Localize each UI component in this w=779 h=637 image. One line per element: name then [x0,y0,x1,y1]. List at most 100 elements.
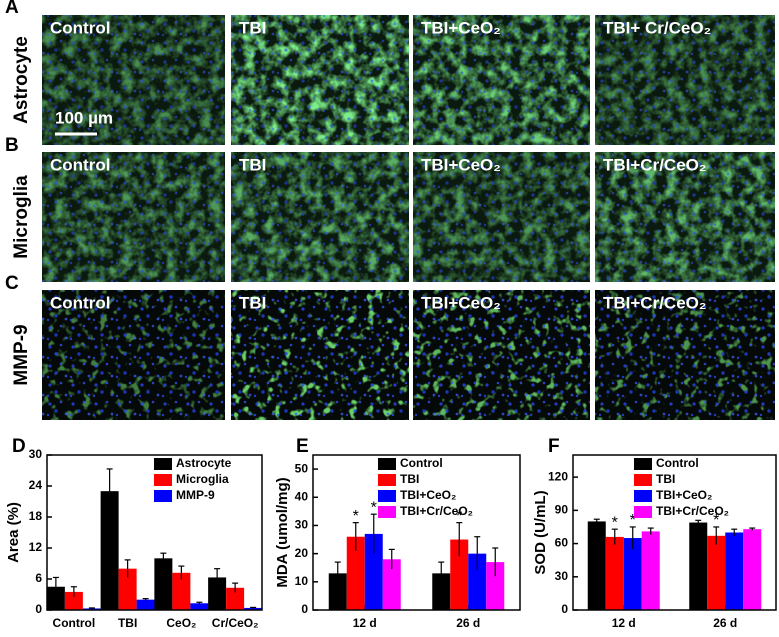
panel-letter: E [296,436,309,457]
legend-label: TBI [400,472,419,486]
error-bar [124,559,131,578]
legend-swatch [154,474,172,486]
image-label: TBI+CeO₂ [421,293,501,312]
image-label: TBI [239,293,266,312]
bar [100,491,119,610]
error-bar [106,468,113,514]
error-bar [749,527,756,531]
y-axis-title: SOD (U/mL) [532,490,549,574]
error-bar [695,519,702,525]
x-tick-label: 12 d [353,616,377,630]
micrograph-nuclei [595,152,775,282]
bar [172,572,191,610]
image-label: TBI+ Cr/CeO₂ [603,18,711,37]
y-tick-label: 90 [555,503,569,517]
error-bar [142,598,149,601]
bar [725,532,744,610]
x-tick-label: 26 d [456,616,480,630]
bar [154,558,173,610]
bar [432,573,451,610]
image-label: TBI+CeO₂ [421,18,501,37]
legend-swatch [634,474,652,486]
micrograph-nuclei [595,15,775,145]
y-tick-label: 60 [555,536,569,550]
x-tick-label: Control [53,616,96,630]
y-tick-label: 40 [295,489,309,503]
error-bar [713,526,720,545]
x-tick-label: TBI [118,616,137,630]
bar [605,536,624,610]
bar [743,529,762,610]
error-bar [629,526,636,550]
error-bar [70,586,77,598]
bar [244,607,263,610]
legend-swatch [378,474,396,486]
legend-label: TBI+Cr/CeO₂ [400,504,473,518]
error-bar [438,561,445,585]
error-bar [611,528,618,545]
bar [190,603,209,610]
micrograph-nuclei [42,15,225,145]
micrograph-nuclei [413,15,590,145]
significance: * [630,512,636,529]
error-bar [593,518,600,524]
bar [623,538,642,610]
bar [118,568,137,610]
legend-swatch [378,490,396,502]
micrograph-nuclei [413,152,590,282]
significance: * [353,508,359,525]
micrograph-nuclei [42,290,225,420]
micrograph-nuclei [231,15,409,145]
significance: * [371,499,377,516]
y-tick-label: 30 [555,569,569,583]
significance: * [713,512,719,529]
y-tick-label: 120 [548,469,568,483]
legend-swatch [378,458,396,470]
plot-frame [312,454,521,611]
error-bar [232,582,239,593]
bar [346,536,365,610]
x-tick-label: 26 d [713,616,737,630]
y-axis-title: Area (%) [5,502,22,563]
bar [486,562,505,610]
legend-label: MMP-9 [176,488,215,502]
bar [364,533,383,610]
image-label: TBI+Cr/CeO₂ [603,293,706,312]
plot-frame [46,454,263,611]
panel-letter: B [5,135,19,156]
legend-label: Control [656,456,699,470]
error-bar [352,522,359,551]
y-tick-label: 0 [35,602,42,616]
error-bar [456,522,463,557]
legend-label: TBI+CeO₂ [400,488,456,502]
y-tick-label: 20 [295,546,309,560]
y-tick-label: 12 [29,540,43,554]
bar [689,522,708,610]
image-label: TBI [239,155,266,174]
legend-label: TBI [656,472,675,486]
bar [641,531,660,610]
y-tick-label: 10 [295,574,309,588]
scale-bar-label: 100 µm [55,108,113,127]
error-bar [160,552,167,564]
error-bar [731,528,738,536]
y-tick-label: 18 [29,509,43,523]
error-bar [474,536,481,571]
panel-letter: D [12,436,26,457]
micrograph-nuclei [42,152,225,282]
image-label: TBI+CeO₂ [421,155,501,174]
x-tick-label: CeO₂ [166,616,196,630]
bar [136,599,155,610]
x-tick-label: 12 d [612,616,636,630]
micrograph-nuclei [595,290,775,420]
error-bar [492,547,499,577]
image-label: TBI [239,18,266,37]
legend-label: TBI+Cr/CeO₂ [656,504,729,518]
row-label: Astrocyte [11,36,32,124]
error-bar [214,568,221,587]
bar [82,608,101,610]
bar [587,521,606,610]
bar [328,573,347,610]
y-tick-label: 6 [35,571,42,585]
